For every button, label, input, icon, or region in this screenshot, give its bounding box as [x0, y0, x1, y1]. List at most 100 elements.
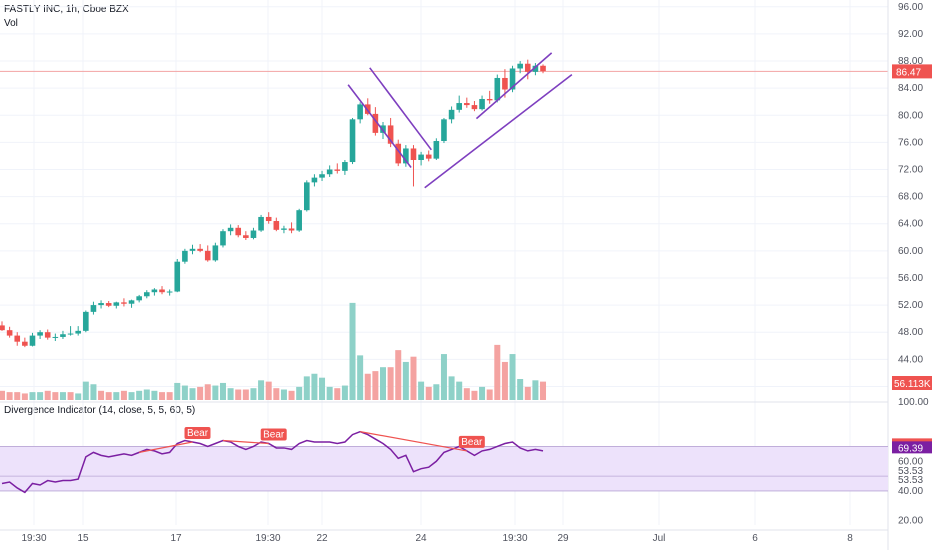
- volume-bar: [509, 354, 516, 400]
- candle-body: [212, 245, 219, 261]
- volume-bar: [197, 386, 204, 400]
- volume-bar: [204, 384, 211, 400]
- candle-body: [166, 291, 173, 293]
- volume-bar: [105, 392, 112, 400]
- candle-body: [197, 248, 203, 251]
- volume-bar: [189, 388, 196, 400]
- price-tick-label: 64.00: [898, 219, 923, 230]
- candle-body: [304, 182, 310, 211]
- indicator-title[interactable]: Divergence Indicator (14, close, 5, 5, 6…: [4, 405, 196, 416]
- rsi-value-tag: [892, 441, 932, 454]
- time-tick-label: 19:30: [502, 533, 527, 544]
- candle-body: [250, 230, 257, 238]
- bear-label: Bear: [461, 437, 483, 448]
- volume-legend[interactable]: Vol: [4, 18, 18, 29]
- symbol-title[interactable]: FASTLY INC, 1h, Cboe BZX: [4, 4, 129, 15]
- candle-body: [326, 169, 333, 175]
- volume-bar: [59, 392, 66, 400]
- candle-body: [52, 336, 59, 338]
- bear-label: Bear: [187, 428, 209, 439]
- candle-body: [14, 335, 21, 342]
- volume-bar: [273, 388, 280, 400]
- divergence-line: [222, 439, 269, 445]
- volume-bar: [98, 390, 105, 400]
- volume-bar: [242, 389, 249, 400]
- bear-tag: [458, 435, 485, 448]
- candle-body: [380, 125, 386, 133]
- rsi-tick-label: 40.00: [898, 486, 923, 497]
- candle-body: [136, 296, 142, 301]
- volume-bar: [357, 355, 364, 400]
- volume-bar: [433, 384, 440, 400]
- candle-body: [471, 105, 478, 110]
- candle-body: [281, 228, 287, 230]
- price-tick-label: 92.00: [898, 29, 923, 40]
- volume-axis-label: 100.00: [898, 397, 929, 408]
- candle-body: [0, 325, 5, 331]
- candle-body: [372, 113, 379, 133]
- volume-bar: [341, 385, 348, 400]
- volume-bar: [143, 389, 150, 400]
- volume-bar: [364, 373, 371, 400]
- volume-bar: [288, 390, 295, 400]
- candle-body: [357, 104, 363, 120]
- pattern-line: [475, 52, 553, 120]
- time-tick-label: Jul: [653, 533, 666, 544]
- candle-body: [494, 77, 501, 101]
- candle-body: [6, 330, 13, 336]
- volume-bar: [402, 361, 409, 400]
- candle-body: [235, 227, 242, 236]
- candle-body: [265, 216, 272, 222]
- volume-bar: [334, 388, 341, 400]
- candle-body: [174, 261, 181, 292]
- candle-body: [456, 103, 462, 110]
- volume-bar: [151, 390, 158, 400]
- volume-bar: [174, 382, 181, 400]
- price-tick-label: 60.00: [898, 246, 923, 257]
- candle-body: [319, 174, 325, 178]
- bear-tag: [260, 428, 287, 441]
- candle-body: [349, 119, 356, 163]
- volume-bar: [113, 392, 120, 400]
- candle-body: [67, 333, 74, 335]
- candle-body: [90, 305, 97, 312]
- rsi-tick-label: 20.00: [898, 516, 923, 527]
- time-tick-label: 19:30: [21, 533, 46, 544]
- volume-bar: [21, 393, 28, 400]
- volume-bar: [0, 390, 5, 400]
- volume-bar: [425, 386, 432, 400]
- price-tick-label: 68.00: [898, 192, 923, 203]
- candle-body: [364, 104, 371, 114]
- volume-bar: [235, 389, 242, 400]
- time-tick-label: 8: [847, 533, 853, 544]
- volume-bar: [29, 392, 36, 400]
- candle-body: [37, 332, 43, 336]
- volume-bar: [52, 392, 59, 400]
- candle-body: [342, 162, 348, 171]
- price-tick-label: 88.00: [898, 56, 923, 67]
- last-price-label: 86.47: [896, 67, 921, 78]
- volume-bar: [349, 302, 356, 400]
- volume-value-label: 56.113K: [894, 379, 931, 390]
- volume-bar: [120, 390, 127, 400]
- candle-body: [334, 169, 341, 171]
- volume-bar: [532, 380, 539, 400]
- volume-tag: [892, 376, 932, 390]
- volume-bar: [219, 382, 226, 400]
- volume-bar: [486, 389, 493, 400]
- volume-bar: [471, 390, 478, 400]
- candle-body: [387, 125, 394, 144]
- price-tick-label: 52.00: [898, 300, 923, 311]
- candle-body: [44, 332, 51, 338]
- volume-bar: [250, 388, 257, 400]
- candle-body: [220, 231, 226, 246]
- candle-body: [22, 341, 28, 346]
- candle-body: [121, 302, 127, 304]
- volume-bar: [479, 386, 486, 400]
- candle-body: [98, 303, 104, 306]
- volume-bar: [280, 389, 287, 400]
- volume-bar: [296, 386, 303, 400]
- candle-body: [113, 302, 120, 306]
- volume-bar: [14, 392, 21, 400]
